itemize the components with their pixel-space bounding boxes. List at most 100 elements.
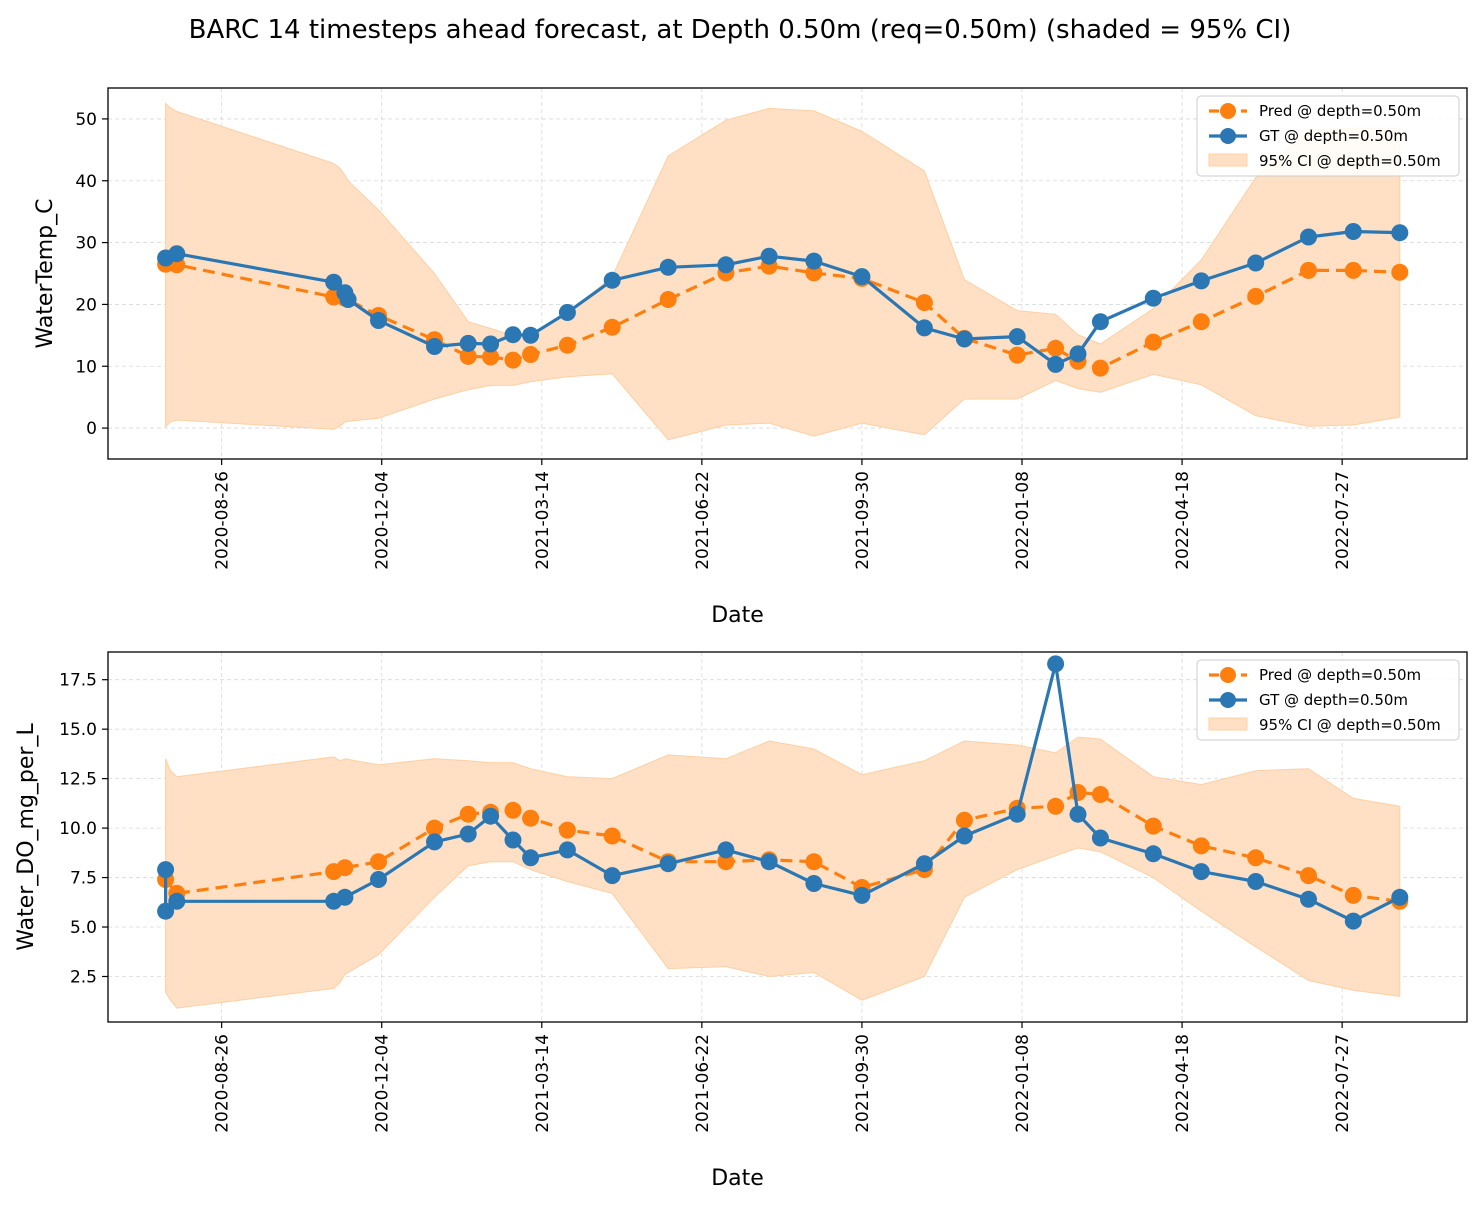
point-gt-13 bbox=[659, 855, 677, 873]
y-tick-label-0: 0 bbox=[86, 419, 97, 439]
legend-box bbox=[1196, 95, 1460, 177]
series-gt bbox=[157, 655, 1409, 930]
y-tick-label-1: 5.0 bbox=[70, 918, 97, 938]
x-tick-label-4: 2021-09-30 bbox=[853, 1034, 873, 1133]
point-gt-17 bbox=[853, 268, 871, 286]
y-tick-label-0: 2.5 bbox=[70, 967, 97, 987]
x-tick-label-7: 2022-07-27 bbox=[1333, 1034, 1353, 1133]
x-tick-label-6: 2022-04-18 bbox=[1173, 1034, 1193, 1133]
y-tick-label-2: 7.5 bbox=[70, 869, 97, 889]
point-pred-28 bbox=[1391, 263, 1409, 281]
x-tick-label-5: 2022-01-08 bbox=[1013, 1034, 1033, 1133]
point-pred-27 bbox=[1344, 261, 1362, 279]
y-tick-label-5: 15.0 bbox=[59, 720, 97, 740]
point-gt-23 bbox=[1091, 313, 1109, 331]
point-gt-19 bbox=[955, 330, 973, 348]
point-pred-25 bbox=[1247, 849, 1265, 867]
legend-label-pred: Pred @ depth=0.50m bbox=[1259, 666, 1421, 684]
point-pred-15 bbox=[805, 853, 823, 871]
point-gt-7 bbox=[459, 334, 477, 352]
point-pred-26 bbox=[1300, 867, 1317, 885]
point-pred-20 bbox=[1047, 797, 1065, 815]
point-pred-9 bbox=[522, 346, 540, 363]
point-gt-20 bbox=[1008, 328, 1026, 346]
point-gt-8 bbox=[482, 335, 500, 353]
point-pred-6 bbox=[459, 347, 477, 365]
point-pred-10 bbox=[558, 821, 576, 839]
point-pred-9 bbox=[522, 809, 540, 827]
panel-water-do: 2020-08-26 2020-12-04 2021-03-14 2021-06-22… bbox=[14, 651, 1468, 1191]
point-gt-22 bbox=[1069, 345, 1087, 363]
plot-frame bbox=[107, 87, 1468, 460]
point-gt-17 bbox=[853, 886, 871, 904]
y-tick-label-1: 10 bbox=[75, 357, 97, 377]
point-gt-16 bbox=[805, 875, 823, 892]
point-gt-27 bbox=[1300, 890, 1317, 908]
point-pred-15 bbox=[805, 264, 823, 282]
y-tick-label-6: 17.5 bbox=[59, 671, 97, 691]
point-pred-20 bbox=[1047, 339, 1065, 357]
point-gt-14 bbox=[717, 256, 735, 274]
point-gt-7 bbox=[459, 825, 477, 843]
y-tick-label-4: 12.5 bbox=[59, 770, 97, 790]
y-tick-label-3: 10.0 bbox=[59, 819, 97, 839]
legend-label-gt: GT @ depth=0.50m bbox=[1259, 127, 1408, 145]
point-gt-18 bbox=[915, 319, 933, 337]
point-pred-23 bbox=[1144, 817, 1162, 835]
point-pred-22 bbox=[1091, 786, 1109, 803]
point-gt-19 bbox=[955, 827, 973, 845]
point-pred-18 bbox=[955, 811, 973, 829]
x-tick-label-5: 2022-01-08 bbox=[1013, 471, 1033, 570]
point-gt-26 bbox=[1247, 254, 1265, 272]
point-gt-13 bbox=[659, 258, 677, 276]
x-tick-label-6: 2022-04-18 bbox=[1173, 471, 1193, 570]
plot-frame bbox=[107, 651, 1468, 1023]
y-tick-label-5: 50 bbox=[75, 110, 97, 130]
x-tick-label-0: 2020-08-26 bbox=[213, 471, 233, 570]
point-pred-7 bbox=[482, 348, 500, 366]
point-gt-1 bbox=[157, 902, 175, 920]
point-pred-3 bbox=[336, 859, 354, 877]
y-tick-label-4: 40 bbox=[75, 172, 97, 192]
ci-band bbox=[165, 736, 1401, 1009]
legend-swatch-ci bbox=[1208, 153, 1248, 167]
point-gt-23 bbox=[1091, 829, 1109, 847]
point-pred-22 bbox=[1091, 359, 1109, 377]
legend: Pred @ depth=0.50m GT @ depth=0.50m 95% CI… bbox=[1196, 659, 1460, 741]
point-gt-21 bbox=[1047, 355, 1065, 373]
point-gt-29 bbox=[1391, 224, 1409, 242]
x-tick-label-3: 2021-06-22 bbox=[693, 471, 713, 570]
point-gt-12 bbox=[603, 867, 621, 885]
chart-title: BARC 14 timesteps ahead forecast, at Dep… bbox=[189, 15, 1292, 45]
x-tick-label-2: 2021-03-14 bbox=[533, 471, 553, 570]
point-gt-0 bbox=[157, 861, 175, 879]
point-gt-10 bbox=[522, 849, 540, 867]
point-gt-27 bbox=[1300, 228, 1317, 246]
point-gt-21 bbox=[1047, 655, 1065, 673]
legend-marker-pred bbox=[1220, 103, 1236, 119]
point-gt-24 bbox=[1144, 845, 1162, 863]
point-pred-4 bbox=[370, 853, 387, 871]
panel-water-temp: 2020-08-26 2020-12-04 2021-03-14 2021-06-22… bbox=[33, 87, 1468, 628]
point-gt-5 bbox=[370, 871, 387, 888]
point-gt-24 bbox=[1144, 289, 1162, 307]
legend-swatch-ci bbox=[1208, 717, 1248, 731]
y-tick-label-2: 20 bbox=[75, 295, 97, 315]
x-tick-label-7: 2022-07-27 bbox=[1333, 471, 1353, 570]
point-pred-5 bbox=[426, 819, 443, 837]
y-axis-label: WaterTemp_C bbox=[33, 198, 58, 348]
x-tick-label-3: 2021-06-22 bbox=[693, 1034, 713, 1133]
y-axis-label: Water_DO_mg_per_L bbox=[14, 723, 39, 951]
legend-label-ci: 95% CI @ depth=0.50m bbox=[1259, 152, 1441, 170]
legend-marker-pred bbox=[1220, 667, 1236, 683]
point-gt-15 bbox=[760, 853, 778, 871]
x-tick-label-1: 2020-12-04 bbox=[373, 1034, 393, 1133]
point-pred-11 bbox=[603, 827, 621, 845]
x-axis-label: Date bbox=[711, 603, 764, 628]
point-pred-13 bbox=[717, 853, 735, 871]
point-gt-2 bbox=[325, 273, 343, 291]
point-gt-18 bbox=[915, 855, 933, 873]
point-gt-11 bbox=[558, 841, 576, 859]
point-pred-24 bbox=[1192, 837, 1210, 855]
